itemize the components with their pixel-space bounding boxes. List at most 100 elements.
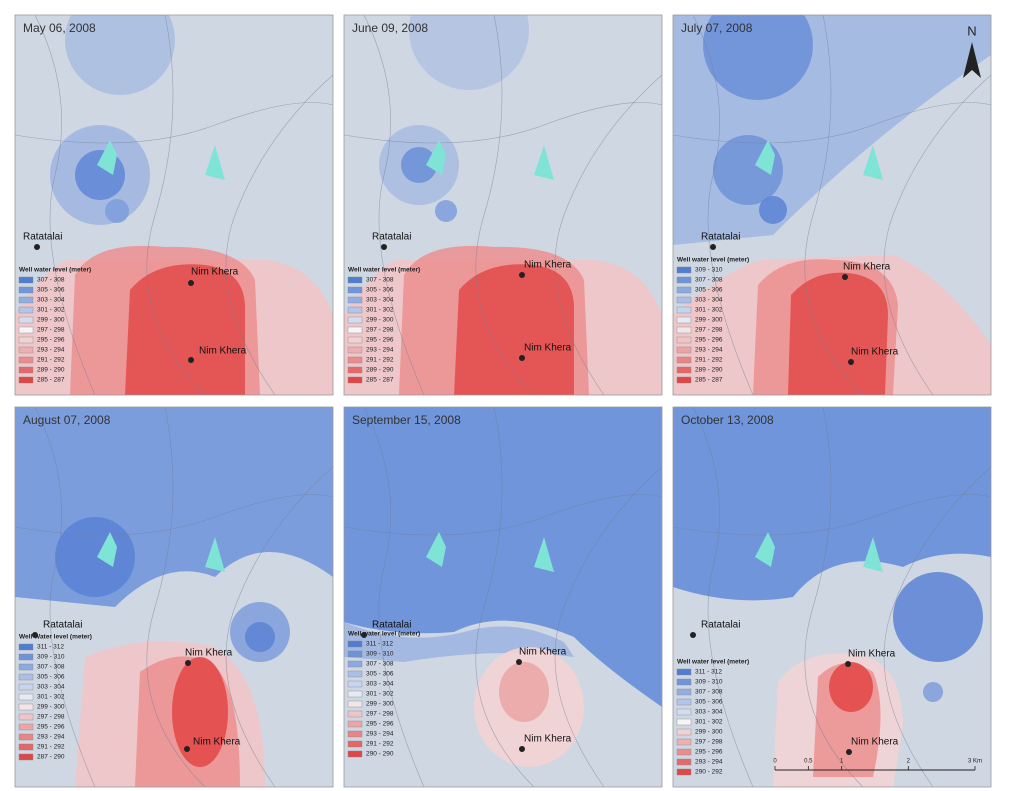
stream (475, 407, 535, 787)
stream (225, 74, 333, 395)
place-marker (690, 632, 696, 638)
legend-swatch (676, 376, 692, 384)
water-level-zone (105, 199, 129, 223)
water-body (97, 140, 117, 175)
legend-swatch (347, 730, 363, 738)
water-body (863, 145, 883, 180)
panel-border (672, 14, 992, 396)
legend-swatch (18, 663, 34, 671)
stream (692, 15, 754, 395)
water-body (426, 532, 446, 567)
legend-swatch (18, 703, 34, 711)
place-marker (34, 244, 40, 250)
legend-label: 293 - 294 (366, 347, 394, 354)
scale-label: 0 (773, 759, 777, 765)
water-body (205, 537, 225, 572)
water-level-zone (125, 264, 245, 395)
stream (673, 102, 991, 144)
legend-swatch (347, 720, 363, 728)
stream (554, 466, 662, 787)
legend-label: 299 - 300 (366, 701, 394, 708)
legend-label: 299 - 300 (37, 317, 65, 324)
legend-label: 305 - 306 (695, 287, 723, 294)
legend-swatch (18, 733, 34, 741)
place-label: Nim Khera (193, 737, 241, 748)
place-label: Ratatalai (701, 620, 740, 631)
legend-swatch (18, 376, 34, 384)
legend-swatch (347, 306, 363, 314)
map-layer (673, 407, 991, 787)
water-level-zone (75, 150, 125, 200)
legend-label: 301 - 302 (37, 694, 65, 701)
legend-swatch (18, 356, 34, 364)
legend-label: 295 - 296 (366, 337, 394, 344)
legend-swatch (676, 758, 692, 766)
stream (363, 15, 425, 395)
legend-label: 303 - 304 (37, 297, 65, 304)
legend-title: Well water level (meter) (19, 267, 91, 274)
legend-label: 291 - 292 (695, 357, 723, 364)
place-label: Ratatalai (23, 232, 62, 243)
legend-swatch (347, 710, 363, 718)
legend-label: 295 - 296 (695, 337, 723, 344)
legend-title: Well Water level (meter) (19, 634, 92, 641)
legend-swatch (347, 750, 363, 758)
legend-label: 291 - 292 (366, 357, 394, 364)
place-marker (519, 746, 525, 752)
map-panel: August 07, 2008 Ratatalai Nim Khera Nim Khe… (14, 406, 334, 788)
legend-label: 307 - 308 (695, 689, 723, 696)
place-marker (846, 749, 852, 755)
legend-label: 291 - 292 (366, 741, 394, 748)
legend-swatch (676, 266, 692, 274)
water-level-zone (401, 147, 437, 183)
stream (804, 407, 864, 787)
map-layer (344, 15, 662, 395)
place-label: Nim Khera (524, 343, 572, 354)
legend-label: 307 - 308 (37, 277, 65, 284)
place-label: Nim Khera (519, 647, 567, 658)
legend-label: 309 - 310 (366, 651, 394, 658)
legend-label: 293 - 294 (37, 734, 65, 741)
place-label: Nim Khera (185, 648, 233, 659)
legend-label: 297 - 298 (695, 739, 723, 746)
legend-label: 305 - 306 (695, 699, 723, 706)
water-body (755, 140, 775, 175)
legend-swatch (676, 336, 692, 344)
water-level-zone (55, 517, 135, 597)
legend-label: 293 - 294 (37, 347, 65, 354)
stream (554, 74, 662, 395)
legend-label: 301 - 302 (366, 307, 394, 314)
legend-label: 289 - 290 (695, 367, 723, 374)
stream (344, 102, 662, 144)
legend-swatch (18, 366, 34, 374)
map-layer (15, 15, 333, 395)
water-body (755, 532, 775, 567)
legend-label: 307 - 308 (37, 664, 65, 671)
legend-label: 309 - 310 (37, 654, 65, 661)
stream (363, 407, 425, 787)
water-level-zone (673, 407, 991, 601)
legend-swatch (347, 690, 363, 698)
panel-date: May 06, 2008 (23, 21, 96, 35)
legend-label: 291 - 292 (37, 744, 65, 751)
map-panel: October 13, 2008 Ratatalai Nim Khera Nim Kh… (672, 406, 992, 788)
legend-swatch (676, 708, 692, 716)
legend-swatch (347, 700, 363, 708)
place-marker (188, 280, 194, 286)
stream (344, 494, 662, 536)
legend-swatch (18, 713, 34, 721)
place-label: Ratatalai (43, 620, 82, 631)
panel-border (14, 406, 334, 788)
legend-swatch (347, 660, 363, 668)
legend-swatch (18, 306, 34, 314)
map-layer (15, 407, 333, 787)
place-label: Nim Khera (843, 262, 891, 273)
water-body (426, 140, 446, 175)
water-level-zone (893, 572, 983, 662)
stream (225, 466, 333, 787)
legend-label: 297 - 298 (366, 327, 394, 334)
water-body (863, 537, 883, 572)
water-level-zone (435, 200, 457, 222)
legend-label: 293 - 294 (695, 347, 723, 354)
